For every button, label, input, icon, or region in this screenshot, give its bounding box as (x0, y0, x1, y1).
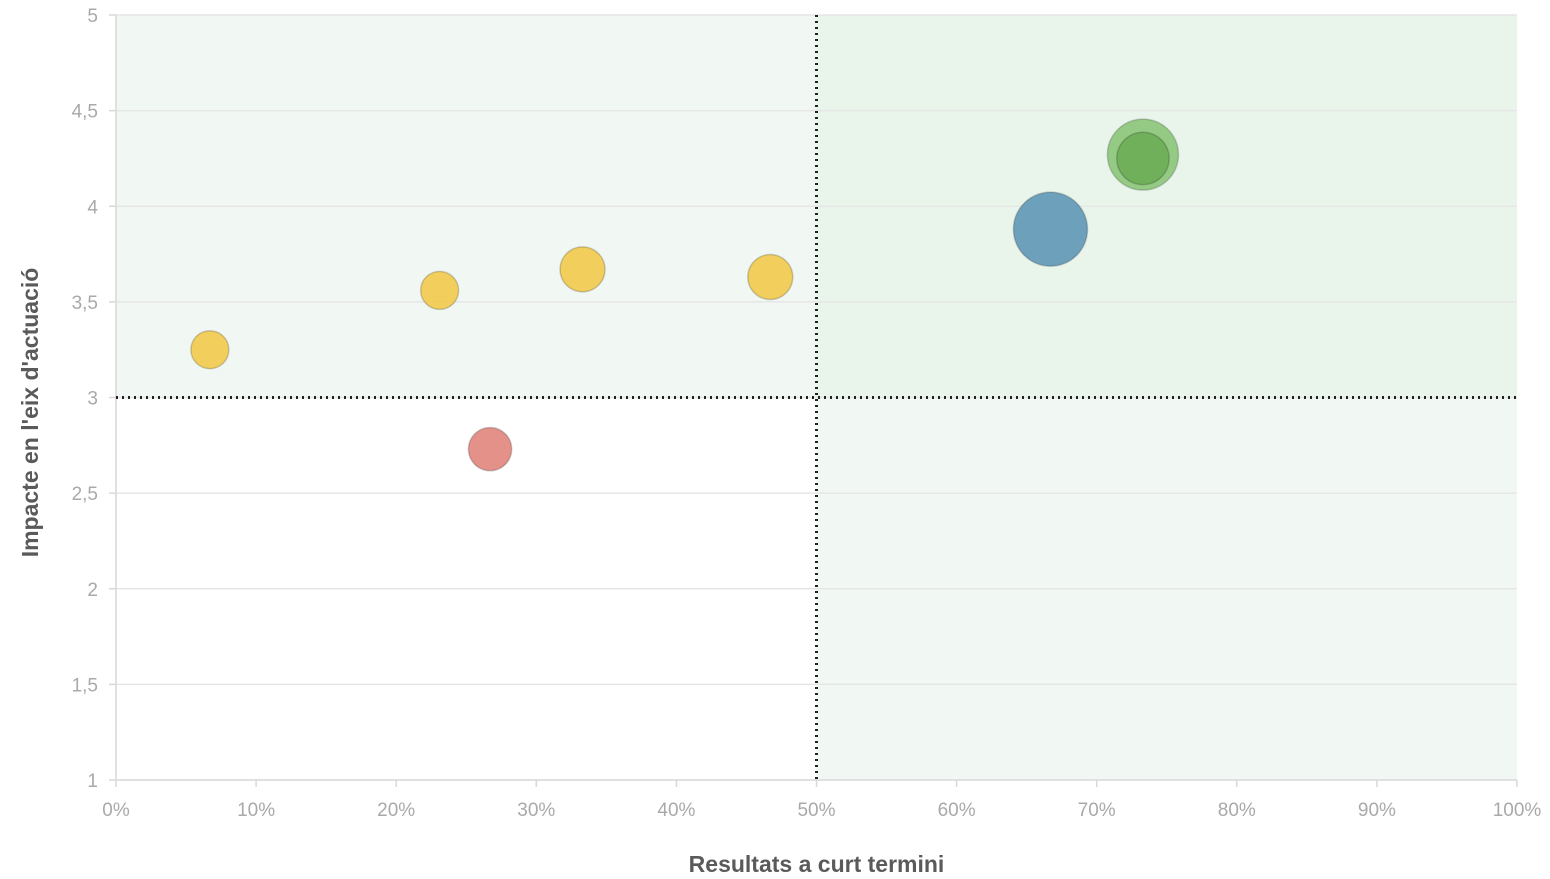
x-tick-label: 50% (797, 800, 835, 821)
bubble-point (467, 426, 513, 472)
y-tick-label: 3,5 (72, 293, 98, 314)
y-tick-label: 1 (87, 771, 98, 792)
y-tick-label: 2,5 (72, 484, 98, 505)
y-axis-ticks: 1 1,5 2 2,5 3 3,5 4 4,5 5 (72, 6, 116, 792)
x-tick-label: 90% (1358, 800, 1396, 821)
bubble-point (559, 246, 606, 293)
y-tick-label: 4,5 (72, 102, 98, 123)
x-tick-label: 70% (1078, 800, 1116, 821)
bubble-point (1115, 131, 1170, 186)
x-tick-label: 30% (517, 800, 555, 821)
x-tick-label: 60% (938, 800, 976, 821)
y-tick-label: 3 (87, 389, 98, 410)
y-tick-label: 1,5 (72, 675, 98, 696)
x-axis-ticks: 0% 10% 20% 30% 40% 50% 60% 70% 80% 90% 100% (102, 780, 1541, 821)
y-axis-title: Impacte en l'eix d'actuació (17, 268, 43, 558)
reference-lines (116, 15, 1517, 780)
bubble-point (419, 270, 460, 311)
bubble-point (190, 329, 230, 370)
y-tick-label: 2 (87, 580, 98, 601)
y-tick-label: 4 (87, 197, 98, 218)
x-tick-label: 40% (657, 800, 695, 821)
bubble-point (747, 253, 794, 301)
x-tick-label: 20% (377, 800, 415, 821)
x-tick-label: 100% (1493, 800, 1542, 821)
x-tick-label: 0% (102, 800, 130, 821)
bubbles (190, 118, 1180, 472)
x-tick-label: 10% (237, 800, 275, 821)
y-tick-label: 5 (87, 6, 98, 27)
bubble-point (1012, 191, 1089, 267)
x-tick-label: 80% (1218, 800, 1256, 821)
x-axis-title: Resultats a curt termini (689, 851, 945, 877)
